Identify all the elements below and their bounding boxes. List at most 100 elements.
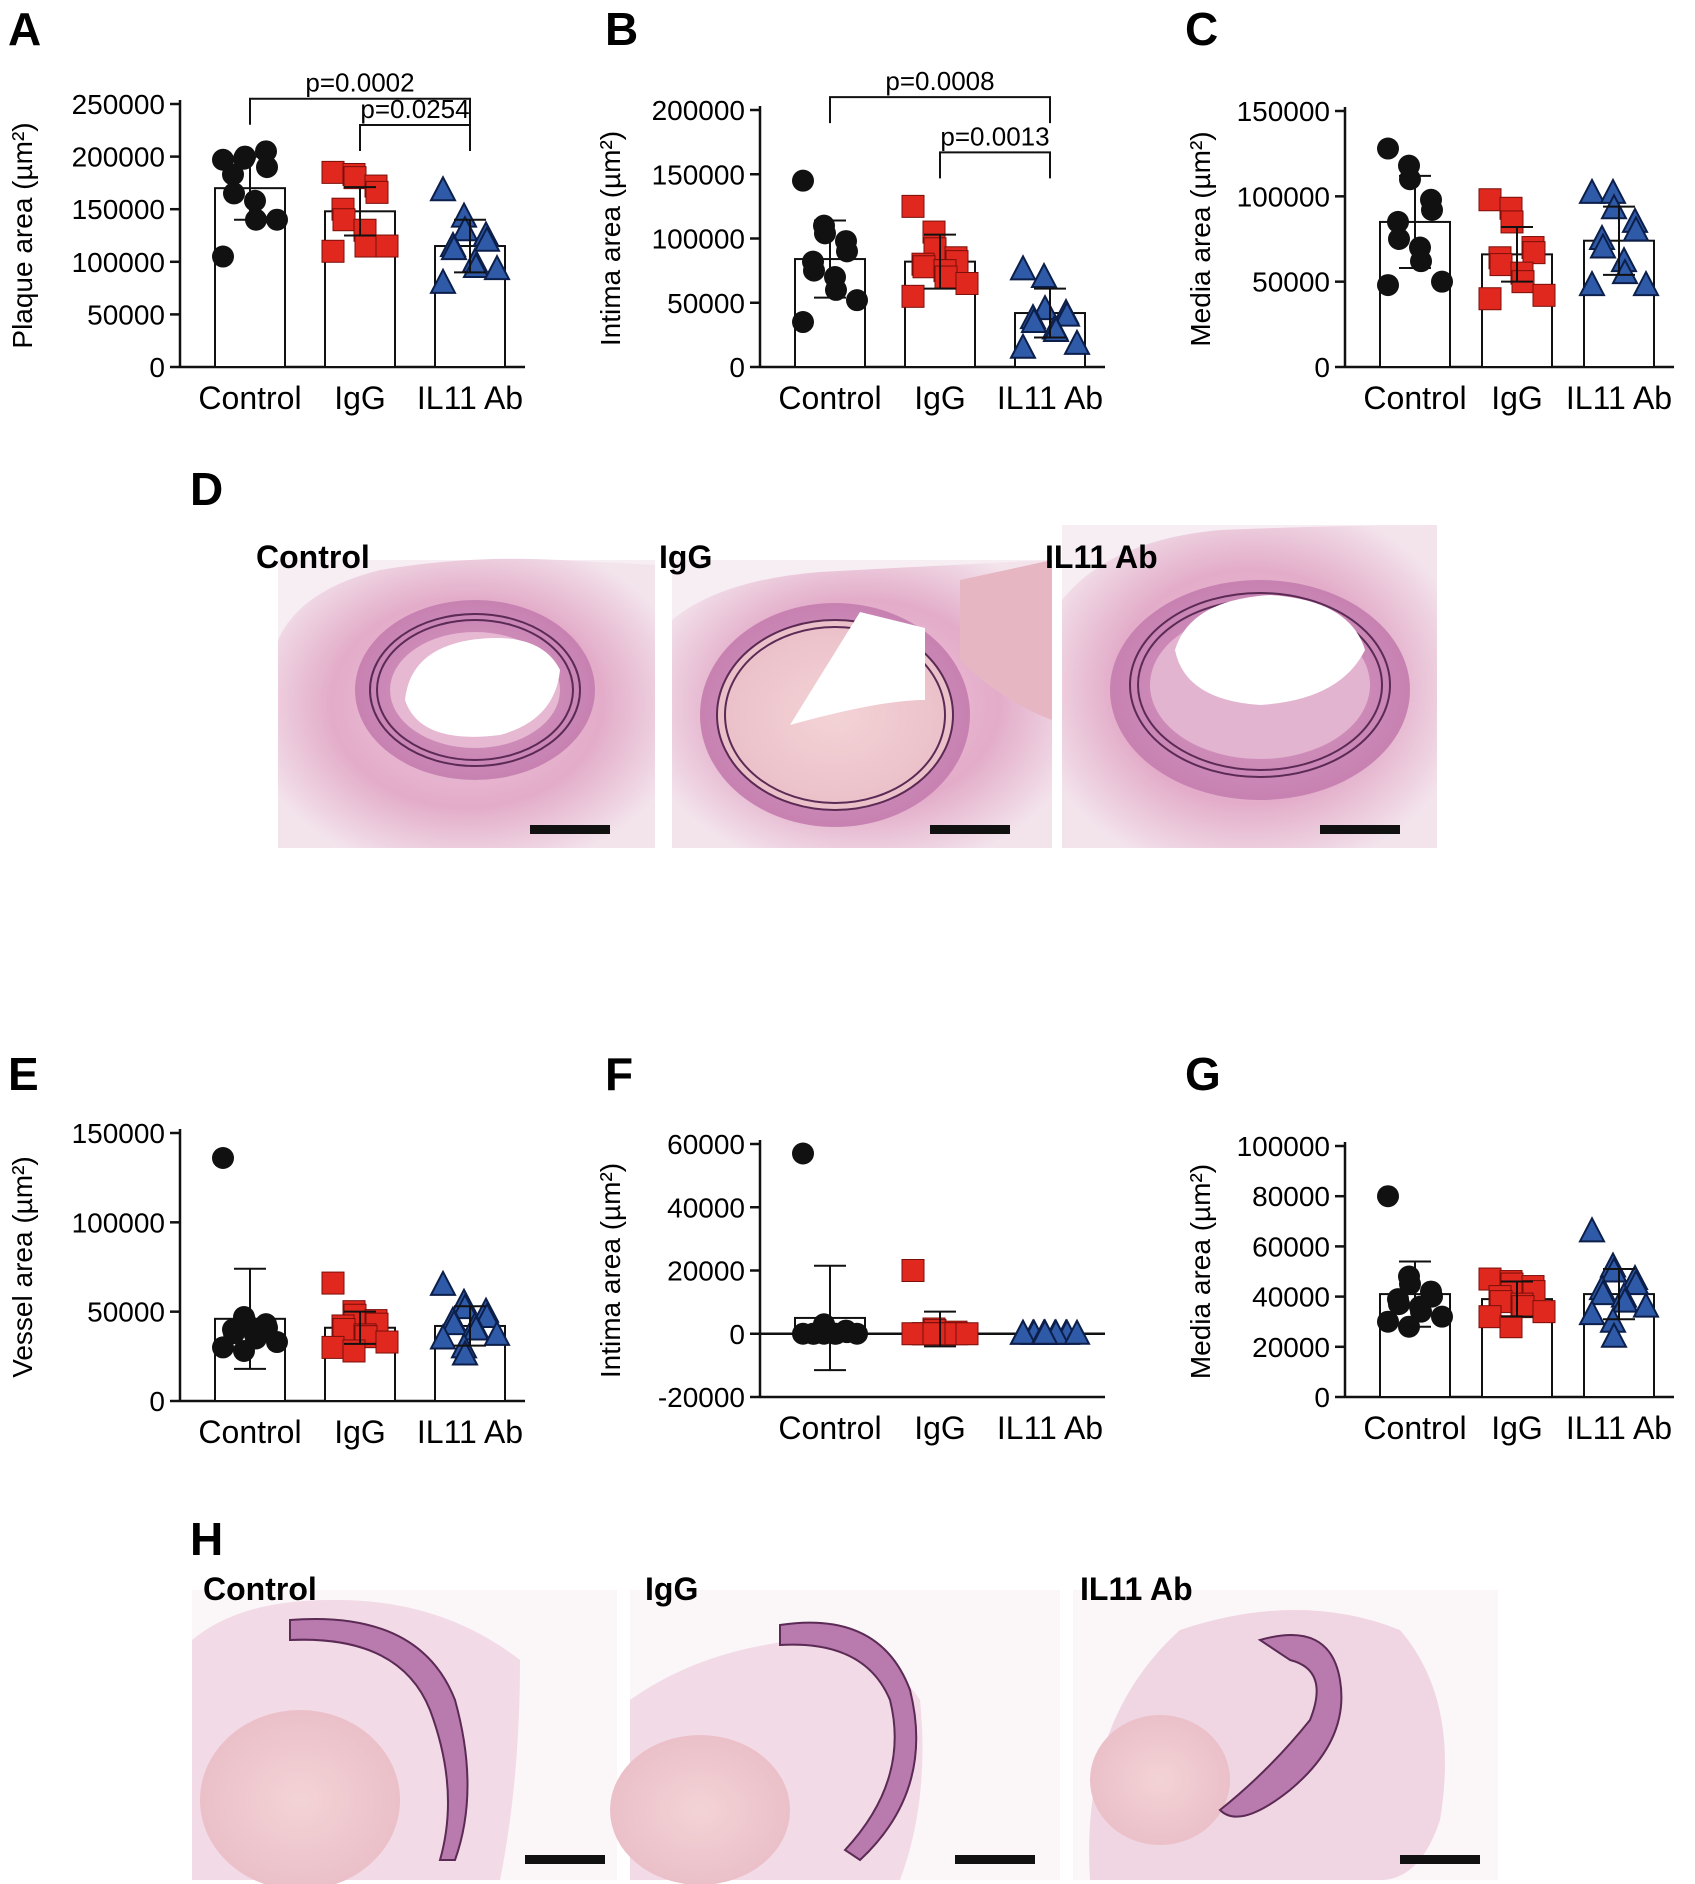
chart-panel-C: C 0 50000 100000 150000 Media area (µm²) Contr… — [1185, 3, 1674, 416]
y-tick-label-G: 100000 — [1237, 1131, 1330, 1162]
significance-bracket-B — [939, 151, 1051, 179]
panel-label-C: C — [1185, 3, 1218, 55]
y-tick-label-A: 50000 — [87, 299, 165, 330]
data-point-A-0 — [244, 189, 266, 212]
data-point-B-0 — [803, 259, 825, 282]
panel-label-F: F — [605, 1048, 633, 1100]
data-point-C-1 — [1489, 253, 1513, 277]
y-tick-label-A: 200000 — [72, 142, 165, 173]
micrograph-panel-D: D — [190, 463, 1437, 848]
data-point-G-0 — [1377, 1310, 1399, 1333]
data-point-E-1 — [375, 1330, 399, 1354]
y-tick-label-F: 0 — [729, 1319, 745, 1350]
y-tick-label-B: 150000 — [652, 159, 745, 190]
micrograph-label-h-il11ab: IL11 Ab — [1080, 1571, 1193, 1607]
data-point-E-2 — [440, 1309, 468, 1336]
data-point-C-0 — [1387, 210, 1409, 233]
significance-label-A: p=0.0254 — [360, 94, 469, 124]
y-tick-label-E: 100000 — [72, 1207, 165, 1238]
panel-label-A: A — [8, 3, 41, 55]
data-point-C-0 — [1431, 270, 1453, 293]
data-point-B-1 — [901, 194, 925, 218]
data-point-B-1 — [912, 255, 936, 279]
y-tick-label-E: 150000 — [72, 1118, 165, 1149]
micrograph-label-h-control: Control — [203, 1571, 317, 1607]
data-point-C-1 — [1522, 241, 1546, 265]
y-tick-label-B: 50000 — [667, 288, 745, 319]
category-label-B: Control — [778, 380, 881, 416]
data-point-A-0 — [266, 208, 288, 231]
panel-label-E: E — [8, 1048, 39, 1100]
data-point-C-1 — [1478, 188, 1502, 212]
category-label-A: IL11 Ab — [417, 380, 523, 416]
category-label-C: Control — [1363, 380, 1466, 416]
data-point-G-1 — [1478, 1305, 1502, 1329]
y-tick-label-C: 50000 — [1252, 267, 1330, 298]
y-tick-label-G: 20000 — [1252, 1332, 1330, 1363]
chart-panel-B: B 0 50000 100000 150000 200000 Intima area (µm… — [595, 3, 1105, 416]
y-tick-label-F: 40000 — [667, 1192, 745, 1223]
data-point-F-0 — [792, 1322, 814, 1345]
data-point-C-0 — [1388, 228, 1410, 250]
data-point-C-2 — [1632, 269, 1660, 297]
category-label-C: IL11 Ab — [1566, 380, 1672, 416]
data-point-B-1 — [955, 271, 979, 295]
data-point-A-0 — [212, 245, 234, 268]
category-label-E: IgG — [334, 1414, 386, 1450]
data-point-E-0 — [233, 1339, 255, 1362]
data-point-E-0 — [212, 1147, 234, 1170]
data-point-C-0 — [1399, 168, 1421, 191]
data-point-E-2 — [429, 1323, 457, 1350]
data-point-G-2 — [1632, 1291, 1660, 1318]
data-point-A-0 — [223, 182, 245, 205]
data-point-B-2 — [1009, 254, 1037, 281]
data-point-F-1 — [901, 1322, 925, 1346]
chart-panel-A: A 0 50000 100000 150000 200000 250000 Plaque ar… — [7, 3, 525, 416]
y-tick-label-B: 0 — [729, 352, 745, 383]
data-point-B-1 — [934, 265, 958, 289]
data-point-C-0 — [1377, 137, 1399, 160]
data-point-A-2 — [473, 225, 501, 252]
data-point-B-2 — [1053, 300, 1081, 327]
data-point-A-0 — [222, 163, 244, 186]
category-label-C: IgG — [1491, 380, 1543, 416]
y-tick-label-G: 0 — [1314, 1382, 1330, 1413]
panel-label-H: H — [190, 1513, 223, 1565]
data-point-F-1 — [901, 1259, 925, 1282]
data-point-E-1 — [321, 1271, 345, 1295]
category-label-E: Control — [198, 1414, 301, 1450]
data-point-C-2 — [1578, 269, 1606, 297]
y-axis-label-G: Media area (µm²) — [1185, 1164, 1216, 1379]
data-point-G-1 — [1511, 1295, 1535, 1319]
micrograph-label-d-control: Control — [256, 539, 370, 575]
category-label-F: IL11 Ab — [997, 1410, 1103, 1446]
micrograph-h-control — [192, 1590, 617, 1884]
data-point-A-1 — [365, 180, 389, 204]
data-point-A-1 — [321, 160, 345, 184]
significance-label-B: p=0.0008 — [885, 66, 994, 96]
micrograph-d-igg — [672, 560, 1052, 848]
data-point-F-1 — [922, 1322, 946, 1346]
micrograph-label-d-il11ab: IL11 Ab — [1045, 539, 1158, 575]
y-tick-label-B: 200000 — [652, 95, 745, 126]
y-tick-label-C: 100000 — [1237, 181, 1330, 212]
data-point-E-2 — [429, 1269, 457, 1296]
data-point-C-1 — [1478, 287, 1502, 311]
y-axis-label-F: Intima area (µm²) — [595, 1163, 626, 1378]
category-label-E: IL11 Ab — [417, 1414, 523, 1450]
y-tick-label-E: 50000 — [87, 1297, 165, 1328]
data-point-A-1 — [321, 239, 345, 263]
category-label-G: IL11 Ab — [1566, 1410, 1672, 1446]
data-point-B-2 — [1020, 306, 1048, 334]
y-tick-label-A: 150000 — [72, 194, 165, 225]
data-point-C-2 — [1622, 215, 1650, 242]
data-point-A-1 — [332, 208, 356, 232]
micrograph-d-il11ab — [1062, 525, 1437, 848]
data-point-F-0 — [813, 1322, 835, 1345]
data-point-F-0 — [792, 1142, 814, 1165]
y-tick-label-B: 100000 — [652, 224, 745, 255]
data-point-C-2 — [1589, 232, 1617, 259]
category-label-F: IgG — [914, 1410, 966, 1446]
category-label-B: IL11 Ab — [997, 380, 1103, 416]
data-point-E-1 — [321, 1335, 345, 1359]
